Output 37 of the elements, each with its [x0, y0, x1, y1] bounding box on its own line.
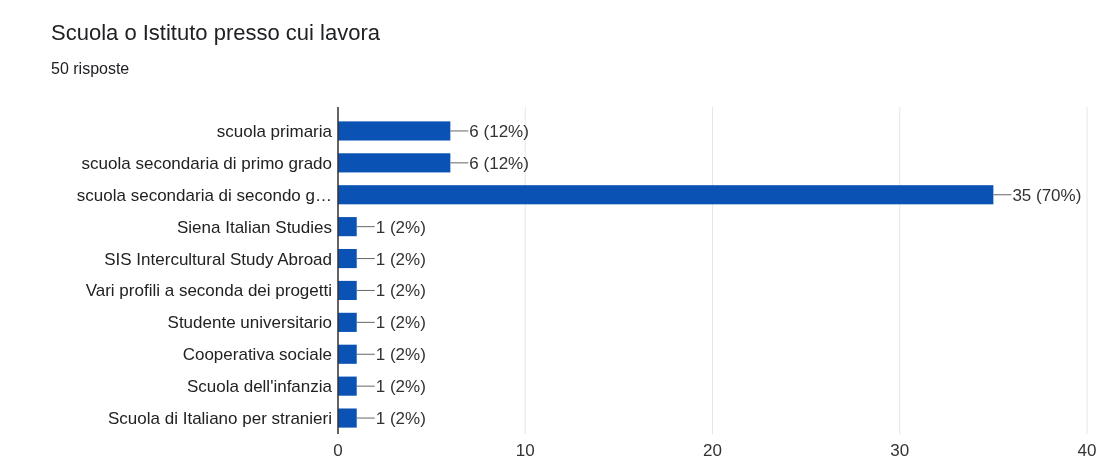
data-label: 1 (2%)	[375, 249, 426, 269]
x-tick-label: 20	[703, 441, 722, 460]
y-tick-label: Cooperativa sociale	[182, 345, 332, 365]
x-tick-label: 10	[515, 441, 535, 460]
bar	[338, 217, 357, 237]
data-label: 6 (12%)	[469, 121, 529, 141]
y-tick-label: Studente universitario	[167, 313, 332, 333]
y-tick-label: scuola secondaria di secondo g…	[76, 185, 332, 205]
x-tick-label: 40	[1077, 441, 1097, 460]
x-tick-label: 0	[333, 441, 343, 460]
y-tick-label: SIS Intercultural Study Abroad	[104, 249, 332, 269]
text: 50 risposte	[51, 60, 130, 77]
y-tick-label: Scuola dell'infanzia	[186, 377, 333, 397]
bar	[338, 376, 357, 396]
data-label: 6 (12%)	[469, 153, 529, 173]
bar	[338, 121, 451, 141]
bar	[338, 312, 357, 332]
y-tick-label: Siena Italian Studies	[177, 217, 332, 237]
bar	[338, 153, 451, 173]
data-label: 1 (2%)	[375, 345, 426, 365]
bar	[338, 248, 357, 269]
bar	[338, 185, 994, 205]
data-label: 1 (2%)	[375, 313, 426, 333]
y-tick-label: scuola secondaria di primo grado	[81, 153, 332, 173]
y-tick-label: scuola primaria	[216, 121, 333, 141]
y-tick-label: Scuola di Italiano per stranieri	[108, 409, 332, 428]
bar	[338, 280, 357, 301]
bar	[338, 408, 357, 428]
data-label: 1 (2%)	[375, 409, 426, 428]
data-label: 35 (70%)	[1012, 185, 1082, 205]
bar	[338, 344, 357, 364]
chart-title: Scuola o Istituto presso cui lavora	[51, 20, 381, 45]
data-label: 1 (2%)	[375, 377, 426, 397]
data-label: 1 (2%)	[375, 281, 426, 301]
x-tick-label: 30	[890, 441, 910, 460]
y-tick-label: Vari profili a seconda dei progetti	[85, 281, 332, 301]
data-label: 1 (2%)	[375, 217, 426, 237]
